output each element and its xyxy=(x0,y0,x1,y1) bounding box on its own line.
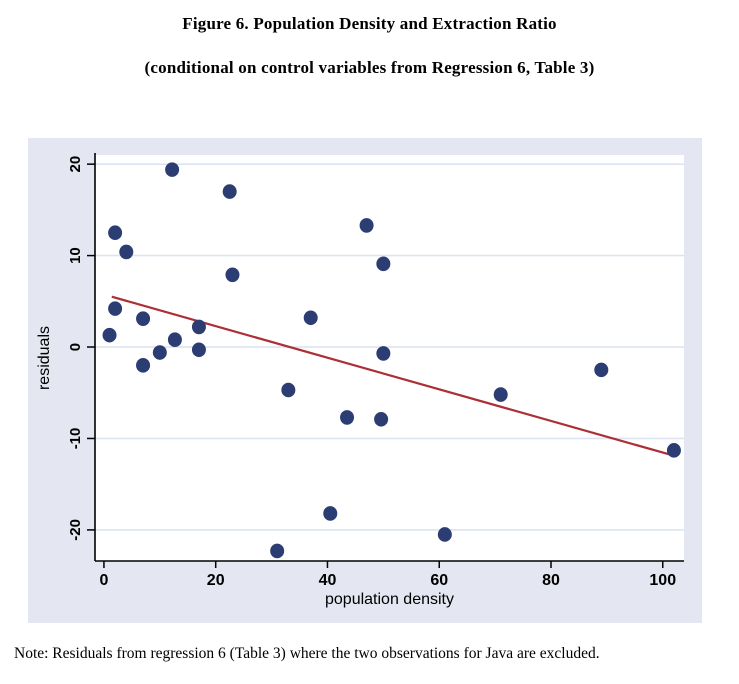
data-point xyxy=(323,506,338,521)
x-tick-label: 100 xyxy=(649,572,676,589)
chart: -20 -10 0 10 20 0 20 40 60 80 100 population densit… xyxy=(28,138,702,623)
scatter-plot-svg: -20 -10 0 10 20 0 20 40 60 80 100 population densit… xyxy=(36,153,684,608)
figure-note: Note: Residuals from regression 6 (Table… xyxy=(14,645,600,662)
data-point xyxy=(270,543,285,559)
data-point xyxy=(359,218,374,233)
x-tick-label: 60 xyxy=(430,572,448,589)
data-point xyxy=(102,327,117,343)
y-tick-label: -10 xyxy=(67,428,84,450)
data-point xyxy=(108,301,123,316)
data-point xyxy=(191,319,206,335)
data-point xyxy=(666,443,681,458)
data-point xyxy=(225,267,240,283)
y-tick-label: 0 xyxy=(67,343,84,351)
x-tick-label: 80 xyxy=(542,572,560,589)
data-point xyxy=(165,162,180,177)
data-point xyxy=(376,346,391,361)
data-point xyxy=(374,411,389,427)
y-tick-label: -20 xyxy=(67,519,84,541)
figure-title: Figure 6. Population Density and Extract… xyxy=(182,14,557,33)
x-axis-title: population density xyxy=(325,591,454,608)
x-tick-label: 40 xyxy=(319,572,337,589)
trend-line xyxy=(111,295,675,457)
data-point xyxy=(437,527,452,542)
data-point xyxy=(376,256,391,272)
data-point xyxy=(108,225,123,241)
y-axis-title: residuals xyxy=(36,326,53,390)
data-point xyxy=(303,310,318,326)
data-point xyxy=(222,184,237,199)
x-tick-label: 20 xyxy=(207,572,225,589)
data-point xyxy=(493,387,508,402)
x-tick-label: 0 xyxy=(99,572,108,589)
data-point xyxy=(191,342,206,358)
data-point xyxy=(340,410,355,425)
data-point xyxy=(594,362,609,378)
y-tick-label: 10 xyxy=(67,247,84,264)
figure-subtitle: (conditional on control variables from R… xyxy=(144,58,595,77)
data-point xyxy=(152,345,167,360)
data-point xyxy=(281,382,296,398)
y-tick-label: 20 xyxy=(67,156,84,173)
data-point xyxy=(119,244,134,260)
plot-area xyxy=(95,155,684,561)
data-point xyxy=(136,311,151,326)
data-point xyxy=(136,358,151,373)
data-point xyxy=(167,332,182,348)
